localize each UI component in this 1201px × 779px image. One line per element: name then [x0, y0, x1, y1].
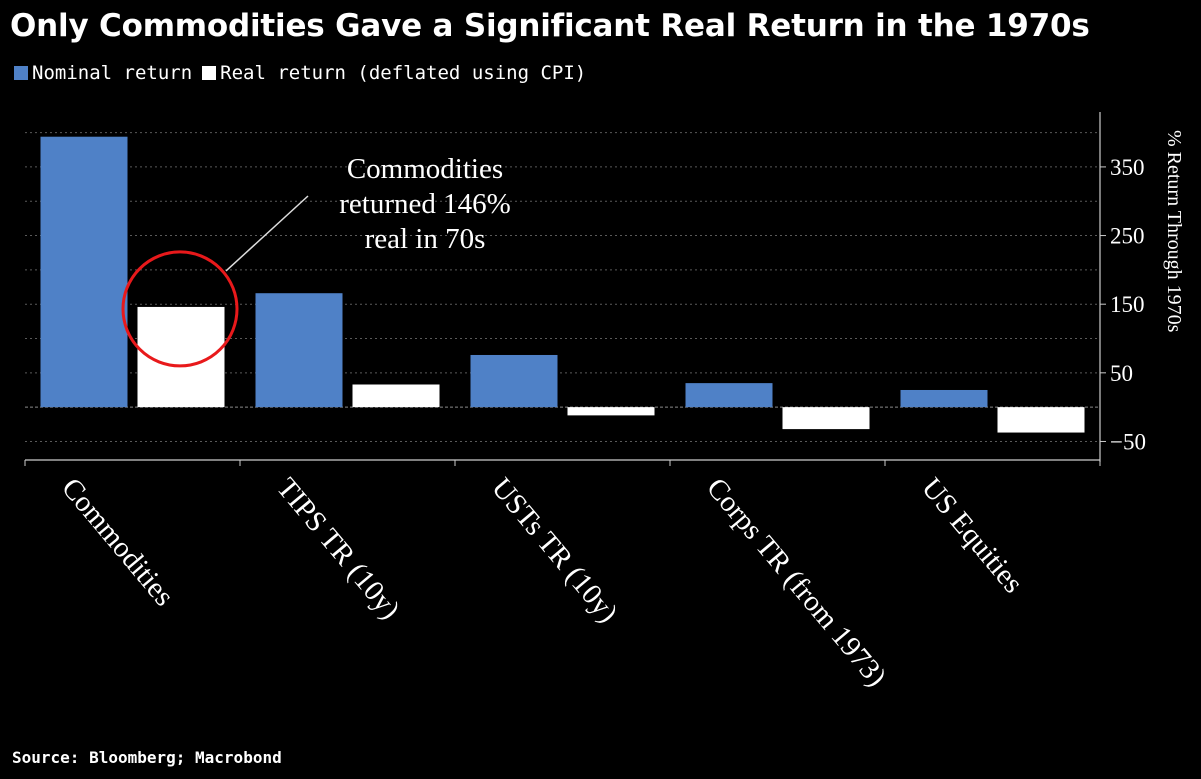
x-tick-label: Corps TR (from 1973)	[700, 472, 892, 693]
bar-real	[567, 407, 655, 416]
bar-real	[997, 407, 1085, 433]
legend-item-nominal: Nominal return	[14, 62, 192, 84]
y-tick-label: 150	[1110, 292, 1145, 317]
chart-title: Only Commodities Gave a Significant Real…	[10, 8, 1090, 44]
bar-nominal	[900, 389, 988, 408]
bar-nominal	[685, 383, 773, 408]
annotation-pointer	[225, 195, 309, 272]
bar-nominal	[255, 293, 343, 408]
legend-swatch-nominal	[14, 66, 28, 80]
y-tick-label: 250	[1110, 224, 1145, 249]
annotation-text-line: real in 70s	[365, 223, 486, 255]
bar-real	[782, 407, 870, 430]
legend-label-real: Real return (deflated using CPI)	[220, 62, 587, 84]
bar-nominal	[470, 354, 558, 408]
x-tick-label: Commodities	[55, 472, 180, 612]
x-tick-label: USTs TR (10y)	[485, 472, 624, 629]
legend-item-real: Real return (deflated using CPI)	[202, 62, 586, 84]
y-tick-label: 50	[1110, 361, 1133, 386]
y-tick-label: −50	[1110, 429, 1146, 454]
x-tick-label: US Equities	[915, 472, 1029, 599]
annotation-text-line: Commodities	[347, 153, 503, 185]
source-note: Source: Bloomberg; Macrobond	[12, 748, 282, 767]
bar-nominal	[40, 136, 128, 408]
legend-swatch-real	[202, 66, 217, 80]
x-tick-label: TIPS TR (10y)	[270, 472, 406, 625]
legend: Nominal return Real return (deflated usi…	[14, 62, 596, 84]
y-axis-title: % Return Through 1970s	[1163, 130, 1185, 333]
bar-real	[352, 384, 440, 408]
legend-label-nominal: Nominal return	[32, 62, 193, 84]
annotation-text-line: returned 146%	[339, 188, 511, 220]
y-tick-label: 350	[1110, 155, 1145, 180]
annotation-circle	[121, 250, 239, 368]
